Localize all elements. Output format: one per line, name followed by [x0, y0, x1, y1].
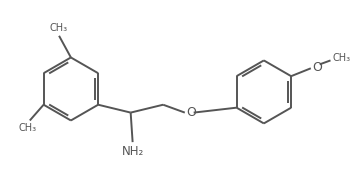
Text: O: O: [186, 106, 196, 119]
Text: CH₃: CH₃: [49, 23, 67, 33]
Text: CH₃: CH₃: [19, 123, 37, 133]
Text: O: O: [312, 61, 322, 74]
Text: CH₃: CH₃: [333, 53, 351, 64]
Text: NH₂: NH₂: [121, 145, 144, 158]
